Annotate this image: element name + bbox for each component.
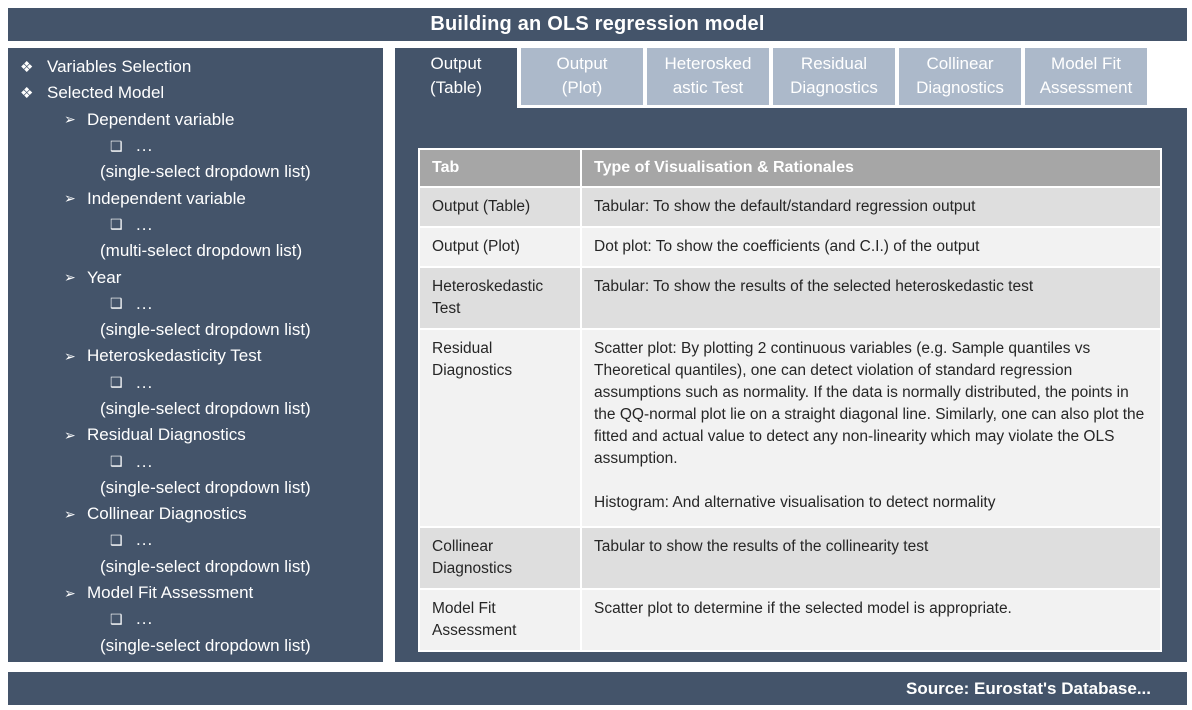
cell-tab: Heteroskedastic Test [418,266,582,330]
dropdown-caption: (single-select dropdown list) [100,635,311,655]
cell-rationale: Dot plot: To show the coefficients (and … [580,226,1162,268]
arrow-bullet-icon: ➢ [64,269,76,286]
cell-tab: Output (Plot) [418,226,582,268]
dropdown-caption: (multi-select dropdown list) [100,241,303,261]
diamond-bullet-icon: ❖ [20,85,34,103]
table-row: Heteroskedastic Test Tabular: To show th… [418,266,1162,330]
cell-tab: Output (Table) [418,186,582,228]
table-header-row: Tab Type of Visualisation & Rationales [418,148,1162,188]
checkbox-bullet-icon: ❑ [110,531,123,548]
dropdown-caption: (single-select dropdown list) [100,477,311,497]
arrow-bullet-icon: ➢ [64,347,76,364]
column-header-tab: Tab [418,148,582,188]
dropdown-placeholder-independent-variable[interactable]: ❑... [8,212,383,238]
rationales-table: Tab Type of Visualisation & Rationales O… [418,148,1162,652]
tab-output-table[interactable]: Output (Table) [395,48,517,108]
dropdown-placeholder-dots: ... [136,372,154,392]
tab-model-fit-assessment[interactable]: Model Fit Assessment [1025,48,1147,105]
checkbox-bullet-icon: ❑ [110,374,123,391]
dropdown-placeholder-dots: ... [136,451,154,471]
sidebar-item-label: Variables Selection [47,57,192,77]
arrow-bullet-icon: ➢ [64,584,76,601]
cell-rationale: Tabular: To show the default/standard re… [580,186,1162,228]
sidebar-item-model-fit-assessment[interactable]: ➢ Model Fit Assessment [8,580,383,606]
dropdown-caption: (single-select dropdown list) [100,556,311,576]
arrow-bullet-icon: ➢ [64,426,76,443]
checkbox-bullet-icon: ❑ [110,295,123,312]
checkbox-bullet-icon: ❑ [110,610,123,627]
dropdown-caption: (single-select dropdown list) [100,399,311,418]
checkbox-bullet-icon: ❑ [110,137,123,154]
sidebar: ❖ Variables Selection ❖ Selected Model ➢ De… [8,48,383,662]
tab-output-plot[interactable]: Output (Plot) [521,48,643,105]
sidebar-item-label: Model Fit Assessment [87,583,254,603]
table-row: Output (Plot) Dot plot: To show the coef… [418,226,1162,268]
checkbox-bullet-icon: ❑ [110,216,123,233]
sidebar-item-label: Collinear Diagnostics [87,504,247,524]
dropdown-caption: (single-select dropdown list) [100,162,311,182]
main-panel: Output (Table) Output (Plot) Heterosked … [395,48,1187,662]
sidebar-item-collinear-diagnostics[interactable]: ➢ Collinear Diagnostics [8,501,383,527]
arrow-bullet-icon: ➢ [64,505,76,522]
cell-tab: Residual Diagnostics [418,328,582,528]
checkbox-bullet-icon: ❑ [110,453,123,470]
dropdown-placeholder-dots: ... [136,293,154,313]
table-row: Model Fit Assessment Scatter plot to det… [418,588,1162,652]
dropdown-placeholder-dots: ... [136,530,154,550]
cell-rationale: Scatter plot: By plotting 2 continuous v… [580,328,1162,528]
dropdown-caption: (single-select dropdown list) [100,320,311,340]
dropdown-placeholder-dots: ... [136,136,154,156]
table-row: Residual Diagnostics Scatter plot: By pl… [418,328,1162,528]
dropdown-placeholder-dots: ... [136,609,154,629]
sidebar-item-label: Dependent variable [87,109,235,129]
source-text: Source: Eurostat's Database... [906,678,1151,698]
dropdown-placeholder-collinear-diagnostics[interactable]: ❑... [8,527,383,553]
sidebar-item-label: Heteroskedasticity Test [87,346,262,366]
tab-heteroskedastic-test[interactable]: Heterosked astic Test [647,48,769,105]
dropdown-placeholder-dots: ... [136,214,154,234]
page-title: Building an OLS regression model [8,8,1187,41]
table-row: Collinear Diagnostics Tabular to show th… [418,526,1162,590]
tab-bar: Output (Table) Output (Plot) Heterosked … [395,48,1187,108]
sidebar-item-selected-model[interactable]: ❖ Selected Model [8,80,383,106]
sidebar-item-heteroskedasticity-test[interactable]: ➢ Heteroskedasticity Test [8,343,383,369]
sidebar-item-year[interactable]: ➢ Year [8,264,383,290]
column-header-rationales: Type of Visualisation & Rationales [580,148,1162,188]
tab-content-panel: Tab Type of Visualisation & Rationales O… [395,108,1187,662]
sidebar-item-independent-variable[interactable]: ➢ Independent variable [8,185,383,211]
sidebar-item-label: Independent variable [87,188,246,208]
dropdown-placeholder-residual-diagnostics[interactable]: ❑... [8,448,383,474]
sidebar-item-label: Selected Model [47,83,165,103]
cell-rationale: Tabular: To show the results of the sele… [580,266,1162,330]
dropdown-placeholder-year[interactable]: ❑... [8,291,383,317]
sidebar-item-label: Residual Diagnostics [87,425,246,445]
sidebar-item-variables-selection[interactable]: ❖ Variables Selection [8,54,383,80]
footer-bar: Source: Eurostat's Database... [8,672,1187,705]
cell-rationale: Tabular to show the results of the colli… [580,526,1162,590]
tab-residual-diagnostics[interactable]: Residual Diagnostics [773,48,895,105]
sidebar-item-dependent-variable[interactable]: ➢ Dependent variable [8,107,383,133]
sidebar-item-label: Year [87,267,122,287]
table-row: Output (Table) Tabular: To show the defa… [418,186,1162,228]
diamond-bullet-icon: ❖ [20,59,34,77]
tab-collinear-diagnostics[interactable]: Collinear Diagnostics [899,48,1021,105]
dropdown-placeholder-dependent-variable[interactable]: ❑... [8,133,383,159]
cell-tab: Model Fit Assessment [418,588,582,652]
cell-tab: Collinear Diagnostics [418,526,582,590]
page-title-text: Building an OLS regression model [430,13,765,35]
arrow-bullet-icon: ➢ [64,190,76,207]
dropdown-placeholder-model-fit-assessment[interactable]: ❑... [8,606,383,632]
cell-rationale: Scatter plot to determine if the selecte… [580,588,1162,652]
sidebar-item-residual-diagnostics[interactable]: ➢ Residual Diagnostics [8,422,383,448]
arrow-bullet-icon: ➢ [64,111,76,128]
dropdown-placeholder-heteroskedasticity-test[interactable]: ❑... [8,370,383,396]
